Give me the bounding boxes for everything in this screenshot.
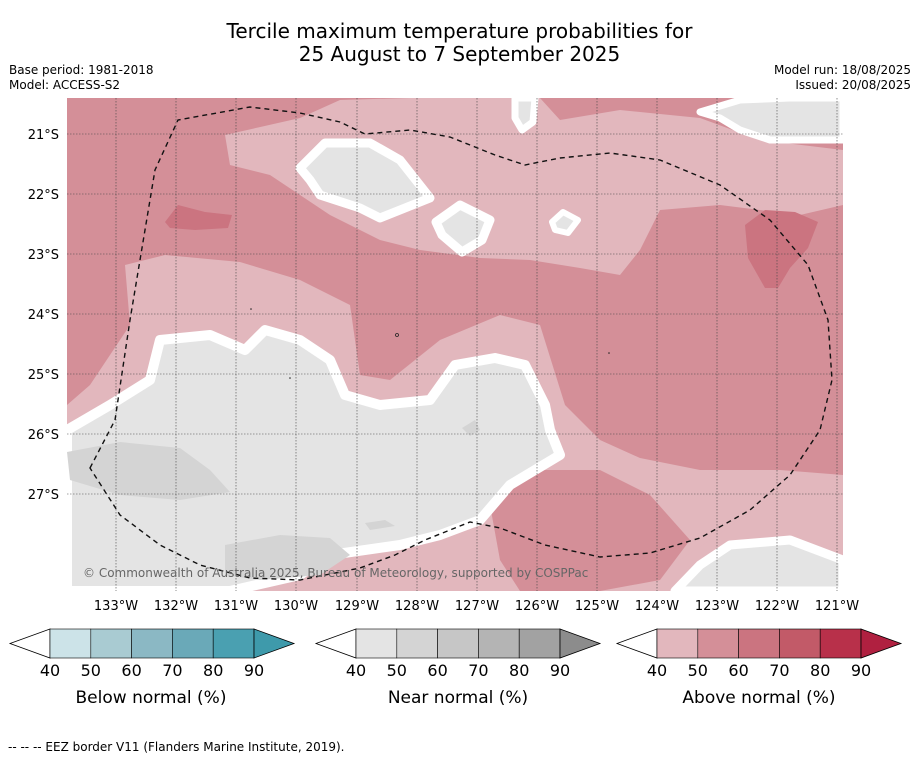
colorbar-tick-label: 80: [509, 661, 529, 680]
near-50-region: [67, 442, 230, 500]
lon-label: 132°W: [154, 599, 198, 614]
colorbar-segment: [697, 628, 739, 659]
colorbar-title-below: Below normal (%): [76, 688, 227, 708]
colorbar-over-arrow: [559, 628, 602, 659]
model-run: Model run: 18/08/2025: [773, 63, 911, 77]
colorbar-segment: [49, 628, 92, 659]
colorbar-tick-label: 80: [203, 661, 223, 680]
lon-label: 133°W: [94, 599, 138, 614]
colorbar-above-normal: 40 50 60 70 80 90: [615, 628, 903, 680]
island-marker: [608, 352, 610, 354]
colorbar-title-near: Near normal (%): [388, 688, 528, 708]
colorbar-segment: [396, 628, 438, 659]
model-name: Model: ACCESS-S2: [9, 78, 121, 92]
colorbar-segment: [355, 628, 398, 659]
lon-label: 131°W: [214, 599, 258, 614]
colorbar-segment: [131, 628, 173, 659]
lon-label: 125°W: [575, 599, 619, 614]
colorbar-segment: [738, 628, 780, 659]
colorbar-segment: [518, 628, 561, 659]
colorbar-segment: [819, 628, 862, 659]
map-title-line-1: Tercile maximum temperature probabilitie…: [226, 19, 693, 43]
colorbar-near-normal: 40 50 60 70 80 90: [314, 628, 602, 680]
colorbar-tick-label: 80: [810, 661, 830, 680]
colorbar-tick-label: 70: [769, 661, 789, 680]
colorbar-tick-label: 40: [647, 661, 667, 680]
lat-label: 22°S: [28, 188, 59, 203]
copyright-notice: © Commonwealth of Australia 2025, Bureau…: [83, 566, 588, 580]
above-40-region: [225, 98, 843, 275]
map-title-line-2: 25 August to 7 September 2025: [298, 42, 621, 66]
colorbar-tick-label: 70: [162, 661, 182, 680]
lat-label: 23°S: [28, 248, 59, 263]
colorbar-under-arrow: [8, 628, 51, 659]
lat-label: 25°S: [28, 368, 59, 383]
colorbar-segment: [90, 628, 132, 659]
lon-label: 127°W: [455, 599, 499, 614]
lat-label: 24°S: [28, 308, 59, 323]
island-marker: [395, 333, 399, 337]
colorbar-tick-label: 70: [468, 661, 488, 680]
colorbar-tick-label: 90: [244, 661, 264, 680]
colorbar-tick-label: 40: [346, 661, 366, 680]
colorbar-under-arrow: [314, 628, 357, 659]
near-40-region: [696, 98, 843, 144]
colorbar-below-normal: 40 50 60 70 80 90: [8, 628, 296, 680]
colorbar-tick-label: 90: [550, 661, 570, 680]
eez-footnote: -- -- -- EEZ border V11 (Flanders Marine…: [8, 740, 345, 754]
lon-label: 126°W: [515, 599, 559, 614]
issued-date: Issued: 20/08/2025: [795, 78, 911, 92]
near-40-region: [67, 325, 565, 591]
near-50-region: [462, 420, 480, 436]
lon-label: 122°W: [755, 599, 799, 614]
colorbar-over-arrow: [860, 628, 903, 659]
colorbar-tick-label: 90: [851, 661, 871, 680]
colorbar-segment: [779, 628, 821, 659]
above-50-region: [490, 470, 690, 591]
colorbar-title-above: Above normal (%): [682, 688, 835, 708]
colorbar-segment: [172, 628, 214, 659]
colorbar-segment: [212, 628, 255, 659]
lon-label: 124°W: [635, 599, 679, 614]
island-marker: [250, 308, 252, 310]
near-50-region: [365, 520, 395, 530]
lat-label: 21°S: [28, 128, 59, 143]
colorbar-under-arrow: [615, 628, 658, 659]
colorbar-tick-label: 40: [40, 661, 60, 680]
lon-label: 121°W: [815, 599, 859, 614]
lon-label: 130°W: [274, 599, 318, 614]
colorbar-tick-label: 50: [81, 661, 101, 680]
near-50-region: [225, 535, 350, 580]
lat-label: 27°S: [28, 488, 59, 503]
near-40-region: [549, 209, 581, 236]
island-marker: [289, 377, 291, 379]
colorbar-tick-label: 60: [728, 661, 748, 680]
lat-label: 26°S: [28, 428, 59, 443]
above-60-region: [165, 205, 232, 230]
eez-border: [89, 106, 833, 581]
colorbar-tick-label: 50: [688, 661, 708, 680]
lon-label: 129°W: [335, 599, 379, 614]
lon-label: 128°W: [395, 599, 439, 614]
near-40-region: [431, 200, 495, 257]
map-gridlines: [67, 98, 843, 591]
lon-label: 123°W: [695, 599, 739, 614]
colorbar-segment: [656, 628, 699, 659]
colorbar-segment: [478, 628, 520, 659]
colorbar-over-arrow: [253, 628, 296, 659]
colorbar-tick-label: 50: [387, 661, 407, 680]
base-period: Base period: 1981-2018: [9, 63, 154, 77]
map-contours: [67, 98, 843, 591]
above-60-region: [745, 210, 818, 288]
colorbar-tick-label: 60: [427, 661, 447, 680]
near-40-region: [511, 98, 539, 134]
colorbar-segment: [437, 628, 479, 659]
near-40-region: [295, 138, 435, 223]
colorbar-tick-label: 60: [121, 661, 141, 680]
